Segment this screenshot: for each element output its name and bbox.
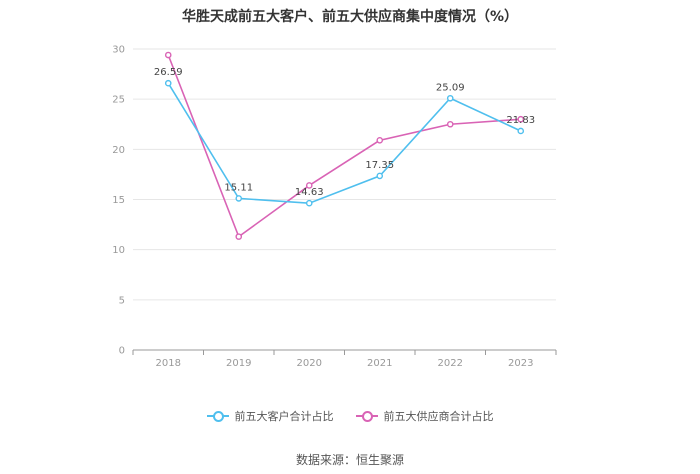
y-tick-label: 20 — [112, 145, 125, 156]
data-point — [446, 94, 454, 102]
chart-title: 华胜天成前五大客户、前五大供应商集中度情况（%） — [181, 9, 519, 25]
axes: 0 5 10 15 20 25 30 2018 2019 2020 2021 2022 2023 — [112, 45, 557, 369]
data-label: 26.59 — [154, 67, 183, 78]
x-tick-label: 2020 — [297, 358, 322, 369]
data-point — [376, 172, 384, 180]
data-label: 15.11 — [224, 182, 253, 193]
legend-marker-icon — [206, 410, 229, 422]
data-point — [235, 195, 243, 202]
legend-label: 前五大客户合计占比 — [234, 410, 334, 423]
data-label: 21.83 — [506, 115, 535, 126]
source-note: 数据来源：恒生聚源 — [295, 453, 404, 467]
data-point — [305, 199, 313, 207]
data-labels: 26.59 15.11 14.63 17.35 25.09 21.83 — [154, 67, 535, 198]
x-tick-label: 2022 — [438, 358, 463, 369]
data-point — [164, 51, 172, 59]
data-point — [164, 79, 172, 87]
data-label: 14.63 — [295, 187, 324, 198]
data-point — [305, 182, 313, 189]
y-tick-label: 25 — [112, 95, 125, 106]
y-tick-label: 30 — [112, 45, 125, 56]
data-point — [517, 115, 525, 123]
data-label: 17.35 — [365, 160, 394, 171]
y-tick-label: 5 — [119, 295, 125, 306]
data-label: 25.09 — [436, 82, 465, 93]
x-tick-label: 2019 — [226, 358, 251, 369]
data-point — [235, 233, 243, 240]
x-tick-label: 2018 — [156, 358, 181, 369]
data-point — [517, 127, 525, 135]
grid-lines — [133, 48, 556, 301]
legend-item-suppliers[interactable]: 前五大供应商合计占比 — [355, 408, 494, 424]
y-tick-label: 15 — [112, 195, 125, 206]
data-point — [446, 120, 454, 128]
legend-marker-icon — [355, 410, 378, 422]
y-tick-label: 0 — [119, 346, 125, 357]
legend-label: 前五大供应商合计占比 — [383, 410, 494, 423]
legend-item-customers[interactable]: 前五大客户合计占比 — [206, 408, 334, 424]
series-line-0 — [167, 82, 522, 205]
y-tick-label: 10 — [112, 245, 125, 256]
x-tick-label: 2021 — [367, 358, 392, 369]
series-line-1 — [167, 54, 521, 238]
series — [164, 51, 525, 240]
data-point — [376, 137, 384, 144]
legend: 前五大客户合计占比 前五大供应商合计占比 — [0, 408, 700, 424]
x-tick-label: 2023 — [508, 358, 533, 369]
line-chart: 0 5 10 15 20 25 30 2018 2019 2020 2021 2022 2023 26.… — [112, 45, 557, 369]
